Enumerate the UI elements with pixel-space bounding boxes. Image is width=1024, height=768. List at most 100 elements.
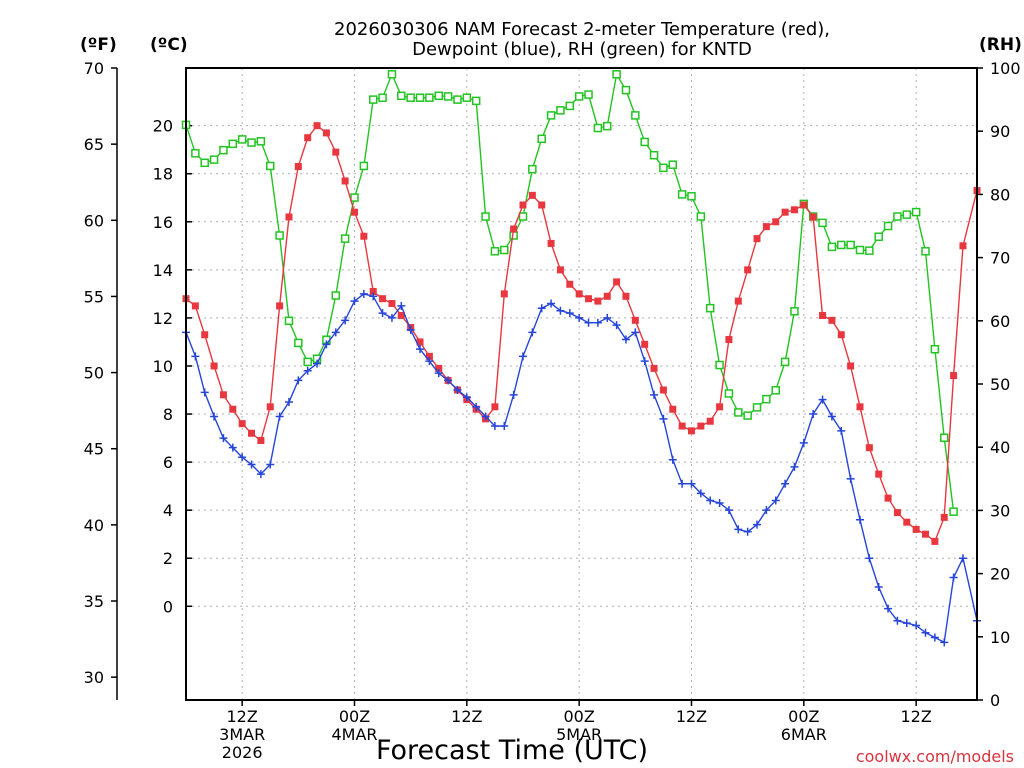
- rh-point: [397, 91, 406, 101]
- temperature-point: [790, 206, 798, 214]
- dewpoint-point: [378, 309, 387, 318]
- rh-point: [359, 161, 369, 171]
- temperature-point: [687, 427, 695, 435]
- temperature-point: [762, 223, 770, 231]
- rh-tick-label: 90: [990, 122, 1010, 141]
- rh-point: [415, 93, 425, 102]
- dewpoint-point: [930, 633, 939, 642]
- dewpoint-point: [687, 479, 696, 488]
- fahrenheit-tick-label: 30: [84, 668, 104, 687]
- celsius-tick-label: 0: [163, 597, 173, 616]
- dewpoint-point: [678, 479, 687, 488]
- rh-point: [846, 240, 855, 250]
- rh-tick-label: 100: [990, 59, 1021, 78]
- fahrenheit-tick-label: 50: [84, 364, 104, 383]
- rh-point: [303, 357, 312, 367]
- celsius-axis: 0 2 4 6 8 10 12 14 16 18 20: [153, 117, 192, 616]
- dewpoint-point: [275, 412, 284, 421]
- temperature-point: [566, 280, 574, 288]
- temperature-point: [744, 266, 752, 274]
- time-tick-label: 5MAR: [556, 725, 602, 744]
- temperature-point: [201, 331, 209, 339]
- rh-point: [247, 138, 256, 147]
- fahrenheit-tick-label: 65: [84, 135, 104, 154]
- celsius-tick-label: 14: [153, 261, 173, 280]
- rh-point: [434, 91, 443, 101]
- temperature-point: [950, 372, 958, 380]
- x-axis-title: Forecast Time (UTC): [376, 735, 648, 766]
- celsius-tick-label: 18: [153, 165, 173, 184]
- celsius-tick-label: 12: [153, 309, 173, 328]
- fahrenheit-axis: 30 35 40 45 50 55 60 65 70: [84, 59, 118, 700]
- rh-point: [237, 135, 247, 144]
- rh-point: [640, 137, 649, 147]
- fahrenheit-tick-label: 35: [84, 592, 104, 611]
- dewpoint-point: [818, 395, 827, 404]
- dewpoint-point: [256, 470, 265, 479]
- rh-tick-label: 70: [990, 249, 1010, 268]
- rh-tick-label: 50: [990, 375, 1010, 394]
- fahrenheit-tick-label: 40: [84, 516, 104, 535]
- rh-point: [949, 507, 958, 516]
- dewpoint-series: [182, 289, 981, 647]
- rh-point: [911, 207, 921, 217]
- temperature-point: [257, 436, 265, 444]
- temperature-point: [266, 403, 274, 411]
- rh-point: [546, 111, 556, 120]
- rh-point: [771, 386, 780, 395]
- temperature-point: [238, 420, 246, 428]
- dewpoint-point: [247, 460, 256, 469]
- celsius-tick-label: 2: [163, 549, 173, 568]
- rh-point: [874, 232, 883, 241]
- dewpoint-point: [434, 369, 443, 378]
- rh-point: [378, 93, 387, 102]
- rh-point: [827, 242, 837, 252]
- temperature-point: [678, 422, 686, 430]
- dewpoint-point: [809, 410, 818, 419]
- rh-point: [883, 221, 893, 231]
- dewpoint-point: [958, 554, 967, 563]
- temperature-point: [912, 525, 920, 533]
- rh-point: [368, 95, 378, 104]
- temperature-point: [585, 295, 593, 303]
- dewpoint-point: [612, 321, 621, 330]
- temperature-point: [847, 362, 855, 370]
- temperature-series: [182, 122, 981, 545]
- temperature-point: [528, 191, 536, 199]
- time-tick-label: 12Z: [676, 707, 707, 726]
- rh-point: [200, 158, 209, 168]
- temperature-point: [903, 518, 911, 526]
- temperature-point: [922, 530, 930, 538]
- dewpoint-point: [884, 604, 893, 613]
- rh-point: [734, 408, 743, 417]
- rh-point: [649, 150, 659, 160]
- rh-tick-label: 80: [990, 185, 1010, 204]
- dewpoint-point: [453, 386, 462, 395]
- rh-point: [481, 212, 490, 221]
- dewpoint-point: [518, 352, 527, 361]
- temperature-point: [276, 302, 284, 310]
- rh-point: [528, 164, 537, 174]
- dewpoint-point: [659, 414, 668, 423]
- dewpoint-point: [556, 306, 565, 315]
- rh-point: [893, 212, 902, 221]
- rh-point: [752, 403, 762, 412]
- temperature-point: [781, 208, 789, 216]
- temperature-point: [800, 201, 808, 209]
- dewpoint-point: [472, 402, 481, 411]
- temperature-point: [313, 122, 321, 130]
- dewpoint-point: [238, 453, 247, 462]
- dewpoint-point: [949, 573, 958, 582]
- dewpoint-point: [481, 412, 490, 421]
- temperature-point: [641, 340, 649, 348]
- temperature-point: [519, 201, 527, 209]
- temperature-point: [322, 129, 330, 137]
- celsius-tick-label: 16: [153, 213, 173, 232]
- temperature-point: [659, 386, 667, 394]
- rh-point: [556, 106, 565, 115]
- dewpoint-point: [387, 313, 396, 322]
- dewpoint-point: [350, 297, 359, 306]
- rh-point: [275, 231, 284, 240]
